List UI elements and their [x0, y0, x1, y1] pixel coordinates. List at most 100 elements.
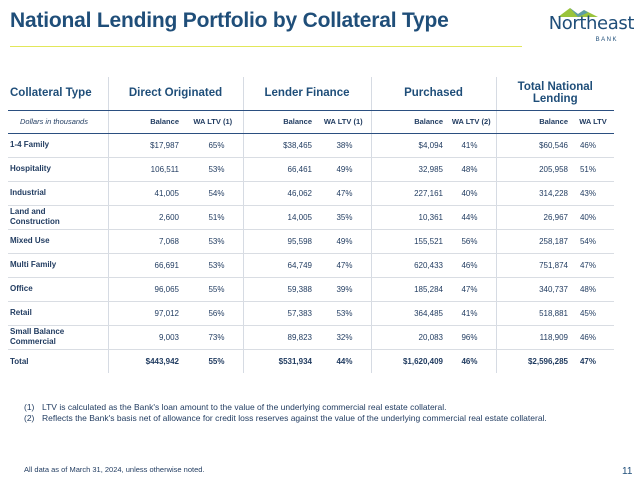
- logo-name: Northeast: [548, 13, 635, 34]
- total-ltv: 47%: [572, 348, 614, 373]
- table-row: Industrial 41,005 54% 46,062 47% 227,161 40% 31…: [8, 181, 614, 206]
- direct-originated-balance: 9,003: [107, 325, 183, 350]
- purchased-ltv: 44%: [447, 205, 496, 230]
- row-label-line: Commercial: [10, 337, 56, 346]
- row-label: 1-4 Family: [8, 133, 108, 158]
- header-collateral-type: Collateral Type: [8, 77, 108, 111]
- row-label: Hospitality: [8, 157, 108, 182]
- total-ltv: 46%: [572, 133, 614, 158]
- purchased-ltv: 96%: [447, 325, 496, 350]
- lender-finance-balance: 66,461: [242, 157, 316, 182]
- purchased-balance: 620,433: [370, 253, 447, 278]
- row-label-line: 1-4 Family: [10, 140, 50, 149]
- total-ltv: 45%: [572, 301, 614, 326]
- row-label-line: Industrial: [10, 188, 47, 197]
- lender-finance-ltv: 49%: [316, 157, 371, 182]
- total-balance: 340,737: [495, 277, 572, 302]
- title-underline: [10, 46, 522, 47]
- footnote-item: (2) Reflects the Bank's basis net of all…: [24, 413, 584, 424]
- direct-originated-ltv: 73%: [183, 325, 243, 350]
- total-row: Total $443,942 55% $531,934 44% $1,620,4…: [8, 348, 614, 373]
- lender-finance-balance: 64,749: [242, 253, 316, 278]
- table-row: Land and Construction 2,600 51% 14,005 35% 10,…: [8, 205, 614, 230]
- purchased-balance: $4,094: [370, 133, 447, 158]
- purchased-balance: $1,620,409: [370, 348, 447, 373]
- total-balance: 314,228: [495, 181, 572, 206]
- portfolio-table: Collateral Type Direct Originated Lender…: [8, 77, 614, 373]
- row-label: Office: [8, 277, 108, 302]
- row-label-line: Hospitality: [10, 164, 51, 173]
- lender-finance-balance: 14,005: [242, 205, 316, 230]
- page-number: 11: [622, 466, 633, 477]
- subheader-balance: Balance: [495, 110, 572, 134]
- subheader-balance: Balance: [107, 110, 183, 134]
- subheader-balance: Balance: [370, 110, 447, 134]
- total-balance: $2,596,285: [495, 348, 572, 373]
- purchased-ltv: 47%: [447, 277, 496, 302]
- table-subheader-row: Dollars in thousands Balance WA LTV (1) …: [8, 110, 614, 134]
- purchased-ltv: 48%: [447, 157, 496, 182]
- lender-finance-ltv: 38%: [316, 133, 371, 158]
- purchased-ltv: 56%: [447, 229, 496, 254]
- table-body: 1-4 Family $17,987 65% $38,465 38% $4,094 41% $…: [8, 133, 614, 350]
- subheader-wa-ltv: WA LTV: [572, 110, 614, 134]
- subheader-wa-ltv-1: WA LTV (1): [183, 110, 243, 134]
- row-label: Land and Construction: [8, 205, 108, 230]
- direct-originated-ltv: 51%: [183, 205, 243, 230]
- table-row: Office 96,065 55% 59,388 39% 185,284 47% 340,73…: [8, 277, 614, 302]
- lender-finance-balance: $38,465: [242, 133, 316, 158]
- row-label-line: Office: [10, 284, 33, 293]
- lender-finance-ltv: 32%: [316, 325, 371, 350]
- purchased-balance: 364,485: [370, 301, 447, 326]
- total-balance: 26,967: [495, 205, 572, 230]
- lender-finance-ltv: 47%: [316, 181, 371, 206]
- units-label: Dollars in thousands: [8, 110, 108, 134]
- table-row: Hospitality 106,511 53% 66,461 49% 32,985 48% 2…: [8, 157, 614, 182]
- direct-originated-ltv: 55%: [183, 348, 243, 373]
- total-balance: 205,958: [495, 157, 572, 182]
- purchased-ltv: 41%: [447, 301, 496, 326]
- row-label-line: Construction: [10, 217, 60, 226]
- row-label: Small Balance Commercial: [8, 325, 108, 350]
- lender-finance-ltv: 47%: [316, 253, 371, 278]
- row-label: Industrial: [8, 181, 108, 206]
- direct-originated-ltv: 53%: [183, 253, 243, 278]
- header-purchased: Purchased: [370, 77, 496, 111]
- direct-originated-balance: $443,942: [107, 348, 183, 373]
- direct-originated-ltv: 53%: [183, 229, 243, 254]
- table-row: Small Balance Commercial 9,003 73% 89,823 32%…: [8, 325, 614, 350]
- table-row: Retail 97,012 56% 57,383 53% 364,485 41% 518,88…: [8, 301, 614, 326]
- direct-originated-balance: $17,987: [107, 133, 183, 158]
- lender-finance-ltv: 49%: [316, 229, 371, 254]
- page-title: National Lending Portfolio by Collateral…: [10, 9, 449, 32]
- footnote-item: (1) LTV is calculated as the Bank's loan…: [24, 402, 584, 413]
- purchased-ltv: 40%: [447, 181, 496, 206]
- header-total-national-lending: Total National Lending: [495, 77, 614, 111]
- total-ltv: 48%: [572, 277, 614, 302]
- mountain-logo-icon: [558, 8, 598, 17]
- direct-originated-ltv: 55%: [183, 277, 243, 302]
- direct-originated-balance: 96,065: [107, 277, 183, 302]
- purchased-ltv: 46%: [447, 348, 496, 373]
- subheader-wa-ltv-2: WA LTV (2): [447, 110, 496, 134]
- purchased-balance: 20,083: [370, 325, 447, 350]
- total-balance: 258,187: [495, 229, 572, 254]
- lender-finance-balance: 46,062: [242, 181, 316, 206]
- total-balance: 751,874: [495, 253, 572, 278]
- direct-originated-ltv: 54%: [183, 181, 243, 206]
- direct-originated-balance: 7,068: [107, 229, 183, 254]
- row-label-line: Retail: [10, 308, 32, 317]
- logo-subtitle: BANK: [595, 37, 618, 43]
- direct-originated-balance: 97,012: [107, 301, 183, 326]
- subheader-balance: Balance: [242, 110, 316, 134]
- total-ltv: 51%: [572, 157, 614, 182]
- table-row: Mixed Use 7,068 53% 95,598 49% 155,521 56% 258,…: [8, 229, 614, 254]
- direct-originated-balance: 106,511: [107, 157, 183, 182]
- total-ltv: 47%: [572, 253, 614, 278]
- lender-finance-ltv: 39%: [316, 277, 371, 302]
- direct-originated-ltv: 56%: [183, 301, 243, 326]
- header-direct-originated: Direct Originated: [107, 77, 243, 111]
- purchased-ltv: 46%: [447, 253, 496, 278]
- row-label-line: Small Balance: [10, 327, 65, 336]
- direct-originated-ltv: 65%: [183, 133, 243, 158]
